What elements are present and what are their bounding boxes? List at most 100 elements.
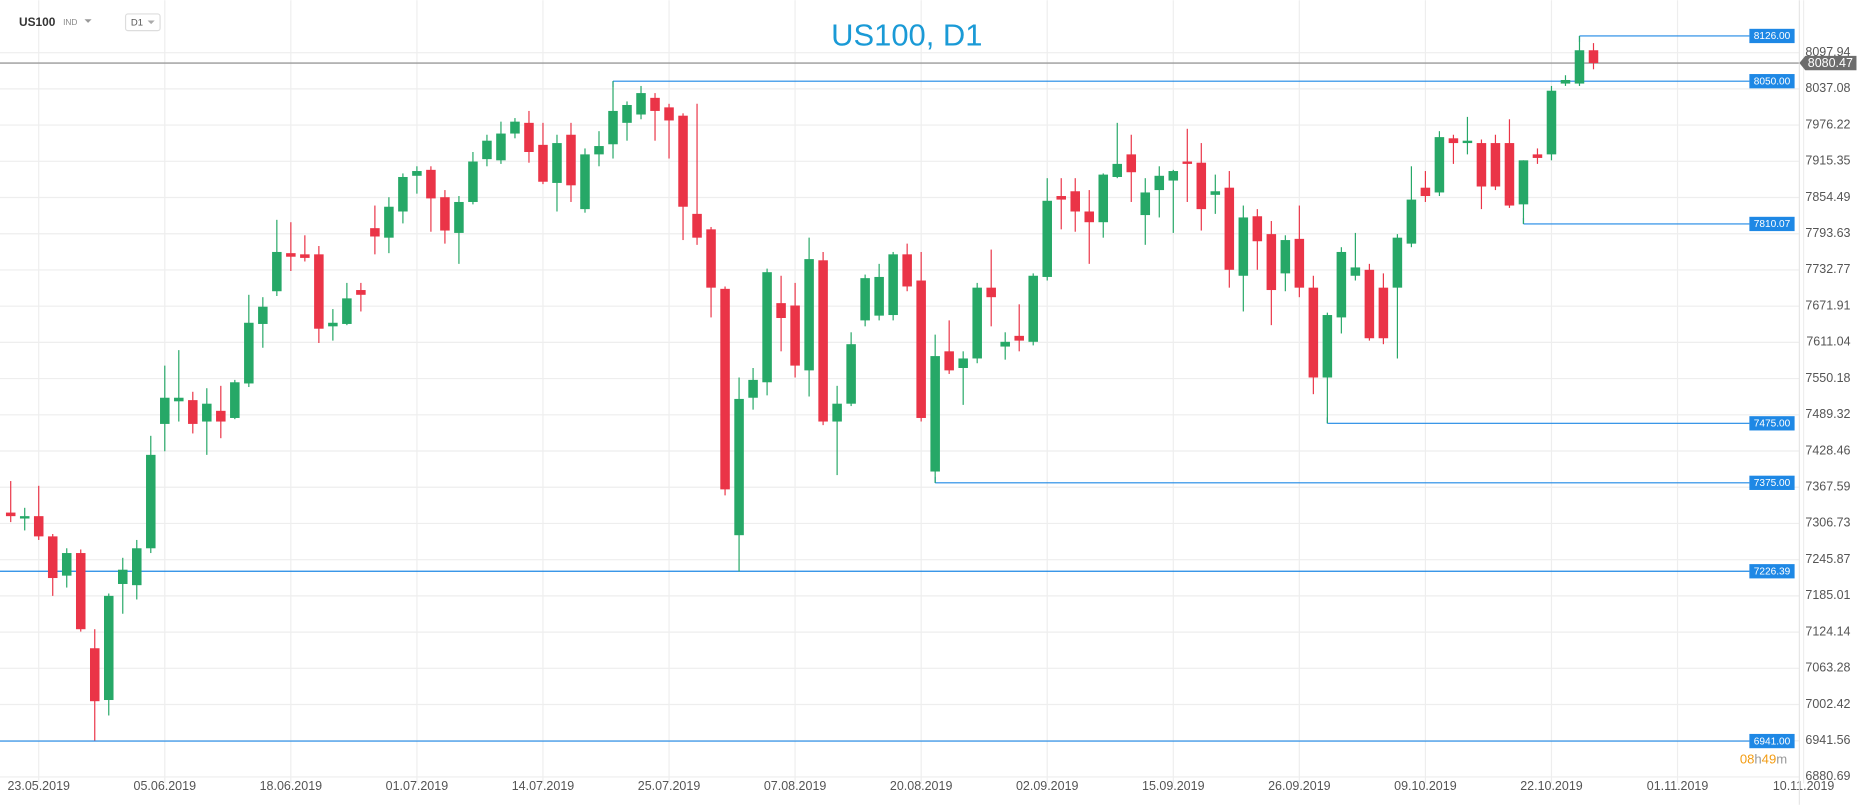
x-tick-label: 01.11.2019	[1647, 779, 1709, 793]
candle-body	[103, 595, 114, 701]
candle-body	[160, 397, 170, 424]
candle-body	[538, 144, 548, 182]
candles	[5, 35, 1599, 741]
countdown-hours: 08	[1740, 752, 1755, 767]
candle-body	[1308, 287, 1319, 378]
candle-body	[972, 287, 982, 359]
candle-body	[888, 254, 898, 316]
candle-body	[930, 356, 940, 472]
candle-body	[1406, 199, 1417, 244]
dropdown-arrow[interactable]	[84, 19, 92, 23]
candle-body	[706, 229, 716, 288]
candle-body	[1448, 138, 1459, 144]
x-tick-label: 09.10.2019	[1394, 779, 1457, 793]
candle-body	[132, 548, 142, 586]
level-label: 7375.00	[1754, 478, 1791, 489]
last-price-box	[1799, 55, 1857, 71]
candle-body	[832, 403, 842, 422]
candle-body	[1476, 143, 1487, 187]
candle-body	[608, 110, 618, 145]
candle-body	[1420, 187, 1431, 197]
x-tick-label: 18.06.2019	[260, 779, 323, 793]
candle-body	[958, 358, 968, 368]
dropdown-arrow[interactable]	[147, 20, 155, 25]
candle-body	[174, 397, 184, 402]
candle-body	[1070, 191, 1080, 212]
candle-body	[678, 115, 688, 207]
candle-body	[1000, 341, 1010, 347]
candle-body	[272, 251, 282, 292]
candle-body	[1392, 237, 1403, 288]
candle-body	[664, 107, 674, 121]
candle-body	[1028, 275, 1038, 342]
symbol[interactable]: US100	[19, 15, 56, 29]
candle-body	[1042, 200, 1052, 277]
candle-body	[1112, 163, 1123, 177]
candle-body	[1056, 196, 1066, 200]
y-tick-label: 7124.14	[1805, 624, 1850, 638]
candle-body	[1154, 175, 1165, 191]
candle-body	[510, 121, 520, 134]
countdown-minutes: 49	[1762, 752, 1777, 767]
candle-body	[902, 254, 912, 287]
candle-body	[1266, 234, 1277, 291]
x-tick-label: 23.05.2019	[7, 779, 70, 793]
candle-body	[188, 400, 198, 424]
candle-body	[5, 512, 16, 517]
countdown-unit: m	[1776, 752, 1787, 767]
candle-body	[986, 287, 996, 298]
candle-body	[1224, 187, 1235, 270]
y-tick-label: 7185.01	[1805, 588, 1850, 602]
candle-body	[314, 254, 324, 329]
candle-body	[1574, 50, 1585, 84]
countdown: 08h49m	[1740, 752, 1787, 767]
y-tick-label: 7245.87	[1805, 552, 1850, 566]
candle-body	[118, 569, 128, 584]
candle-body	[19, 516, 30, 519]
interval[interactable]: D1	[131, 17, 143, 28]
y-tick-label: 6941.56	[1805, 733, 1850, 747]
x-tick-label: 05.06.2019	[134, 779, 197, 793]
candle-body	[202, 403, 212, 422]
candle-body	[1462, 140, 1473, 144]
candle-body	[594, 146, 604, 155]
candle-body	[1196, 162, 1207, 210]
candle-body	[244, 322, 254, 384]
candle-body	[1378, 287, 1389, 339]
y-tick-label: 7367.59	[1805, 480, 1850, 494]
candle-body	[1350, 267, 1361, 276]
y-tick-label: 7915.35	[1805, 154, 1850, 168]
candle-body	[384, 206, 394, 238]
y-tick-label: 7063.28	[1805, 661, 1850, 675]
candle-body	[440, 197, 450, 231]
x-tick-label: 01.07.2019	[386, 779, 449, 793]
candle-body	[874, 276, 884, 316]
level-label-box	[1749, 28, 1795, 44]
y-tick-label: 7611.04	[1806, 335, 1850, 349]
candle-body	[300, 254, 310, 258]
market[interactable]: IND	[63, 17, 77, 27]
candle-body	[398, 176, 408, 212]
candle-body	[692, 213, 702, 238]
countdown-unit: h	[1754, 752, 1761, 767]
candle-body	[1210, 191, 1221, 195]
y-tick-label: 7428.46	[1805, 443, 1850, 457]
candle-body	[818, 260, 828, 422]
level-label: 6941.00	[1754, 736, 1791, 747]
level-label: 7226.39	[1754, 567, 1791, 578]
interval-box[interactable]	[124, 13, 161, 32]
candle-body	[916, 280, 926, 418]
candle-body	[944, 351, 954, 371]
candle-body	[1126, 154, 1137, 173]
level-label-box	[1749, 74, 1795, 89]
candle-body	[342, 298, 352, 324]
x-tick-label: 07.08.2019	[764, 779, 827, 793]
y-tick-label: 7550.18	[1805, 371, 1850, 385]
level-label-box	[1749, 475, 1795, 490]
y-tick-label: 8037.08	[1805, 81, 1850, 95]
candle-body	[1098, 174, 1109, 223]
candle-body	[1588, 50, 1599, 64]
x-tick-label: 20.08.2019	[890, 779, 953, 793]
candle-body	[580, 154, 590, 210]
